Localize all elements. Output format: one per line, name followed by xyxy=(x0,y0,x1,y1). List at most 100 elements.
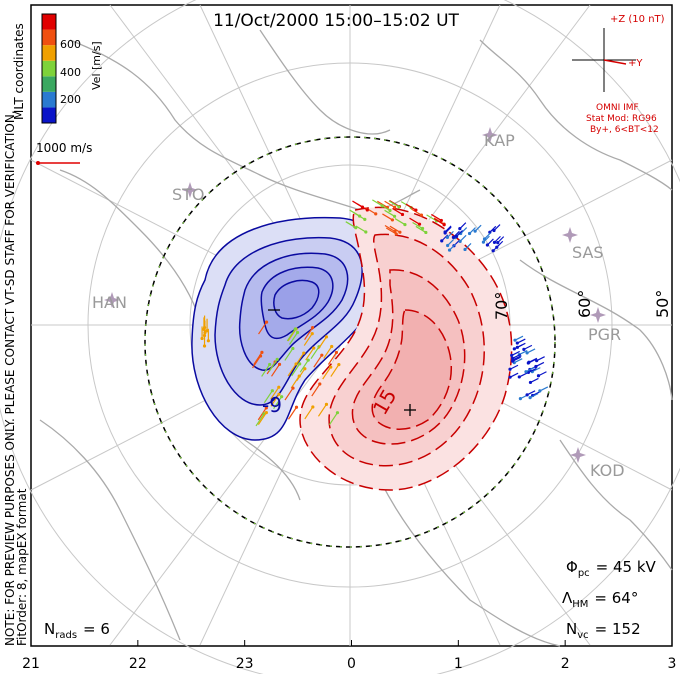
velocity-vector xyxy=(384,200,395,208)
velocity-vector xyxy=(411,208,422,216)
velocity-vector xyxy=(291,363,301,377)
vector-origin xyxy=(364,230,368,234)
vector-origin xyxy=(538,389,542,393)
vector-origin xyxy=(393,229,397,234)
station-marker xyxy=(482,127,498,143)
vector-origin xyxy=(525,393,529,397)
vector-origin xyxy=(329,365,333,369)
vector-origin xyxy=(511,358,515,362)
vector-origin xyxy=(442,223,446,227)
vector-origin xyxy=(270,389,274,393)
vector-origin xyxy=(264,411,268,415)
vector-origin xyxy=(535,359,539,363)
radar-count: Nrads = 6 xyxy=(44,620,110,641)
vector-origin xyxy=(360,205,365,209)
vector-origin xyxy=(303,367,307,371)
velocity-vector xyxy=(270,386,280,400)
velocity-vector xyxy=(412,221,423,229)
vector-origin xyxy=(419,213,424,217)
velocity-vector xyxy=(317,403,327,417)
vector-origin xyxy=(388,208,392,213)
vector-origin xyxy=(513,338,517,342)
colorbar-unit-label: Vel [m/s] xyxy=(90,41,103,90)
mlt-tick-label: 1 xyxy=(454,656,463,672)
velocity-vector xyxy=(405,203,417,211)
vector-origin xyxy=(330,344,334,349)
vector-origin xyxy=(491,249,495,253)
vector-origin xyxy=(260,350,264,354)
scale-label: 1000 m/s xyxy=(36,141,92,155)
vector-origin xyxy=(424,230,428,235)
vector-origin xyxy=(295,330,300,335)
vector-origin xyxy=(206,339,210,343)
latitude-label-70: 70° xyxy=(492,292,511,320)
vector-origin xyxy=(365,208,369,212)
vector-origin xyxy=(528,396,532,400)
vector-origin xyxy=(443,231,447,235)
imf-source: OMNI IMF xyxy=(596,103,639,113)
vector-origin xyxy=(458,239,462,243)
velocity-vectors xyxy=(200,199,549,427)
velocity-vector xyxy=(271,363,281,377)
velocity-vector xyxy=(252,355,262,369)
velocity-vector xyxy=(409,217,420,225)
map-title: 11/Oct/2000 15:00–15:02 UT xyxy=(213,11,459,31)
vector-origin xyxy=(310,326,315,330)
preview-note: NOTE: FOR PREVIEW PURPOSES ONLY. PLEASE … xyxy=(3,110,17,646)
vector-origin xyxy=(390,218,395,222)
station-marker xyxy=(570,447,586,463)
vector-origin xyxy=(492,240,497,244)
velocity-vector xyxy=(313,354,323,368)
vector-origin xyxy=(400,212,405,217)
contour-label-negative: -9 xyxy=(262,393,282,417)
velocity-vector xyxy=(355,225,367,233)
velocity-vector xyxy=(349,209,360,217)
svg-text:Φpc= 45 kV: Φpc = 45 kV xyxy=(566,558,657,579)
colorbar-segment xyxy=(42,107,56,123)
velocity-vector xyxy=(257,412,267,425)
vector-origin xyxy=(397,205,401,209)
velocity-vector xyxy=(261,364,271,377)
potential-extrema xyxy=(268,309,416,416)
colorbar-tick-600: 600 xyxy=(60,38,81,51)
station-label: KAP xyxy=(484,131,515,150)
mlt-tick-label: 21 xyxy=(22,656,40,672)
station-label: SAS xyxy=(572,243,604,262)
vector-origin xyxy=(320,353,324,357)
vector-origin xyxy=(202,344,207,348)
velocity-colorbar xyxy=(41,13,57,124)
station-label: KOD xyxy=(590,461,625,480)
colorbar-segment xyxy=(42,29,56,46)
vector-origin xyxy=(467,231,472,236)
velocity-vector xyxy=(263,390,273,404)
vector-origin xyxy=(363,217,367,221)
vector-origin xyxy=(398,230,402,234)
vector-origin xyxy=(318,382,322,386)
mlt-tick-label: 0 xyxy=(347,656,356,672)
velocity-vector xyxy=(310,346,320,360)
velocity-vector xyxy=(415,225,427,233)
velocity-vector xyxy=(431,213,442,221)
vector-origin xyxy=(524,370,528,374)
vector-origin xyxy=(374,212,378,216)
velocity-vector xyxy=(258,321,268,335)
vector-origin xyxy=(508,375,512,379)
station-label: HAN xyxy=(92,293,127,312)
vector-origin xyxy=(522,347,526,351)
vector-origin xyxy=(310,332,314,336)
velocity-vector xyxy=(388,200,400,208)
velocity-vector xyxy=(323,346,333,359)
vector-origin xyxy=(458,227,462,231)
velocity-vector xyxy=(304,406,314,420)
coords-label: MLT coordinates xyxy=(12,23,26,120)
vector-origin xyxy=(337,362,341,367)
colorbar-segment xyxy=(42,14,56,30)
velocity-vector xyxy=(305,347,315,361)
svg-text:Nrads= 6: Nrads = 6 xyxy=(44,620,110,641)
velocity-vector xyxy=(287,363,297,377)
vector-origin xyxy=(268,362,272,367)
velocity-vector xyxy=(268,359,278,372)
velocity-vector xyxy=(296,368,306,382)
vector-origin xyxy=(394,232,398,236)
